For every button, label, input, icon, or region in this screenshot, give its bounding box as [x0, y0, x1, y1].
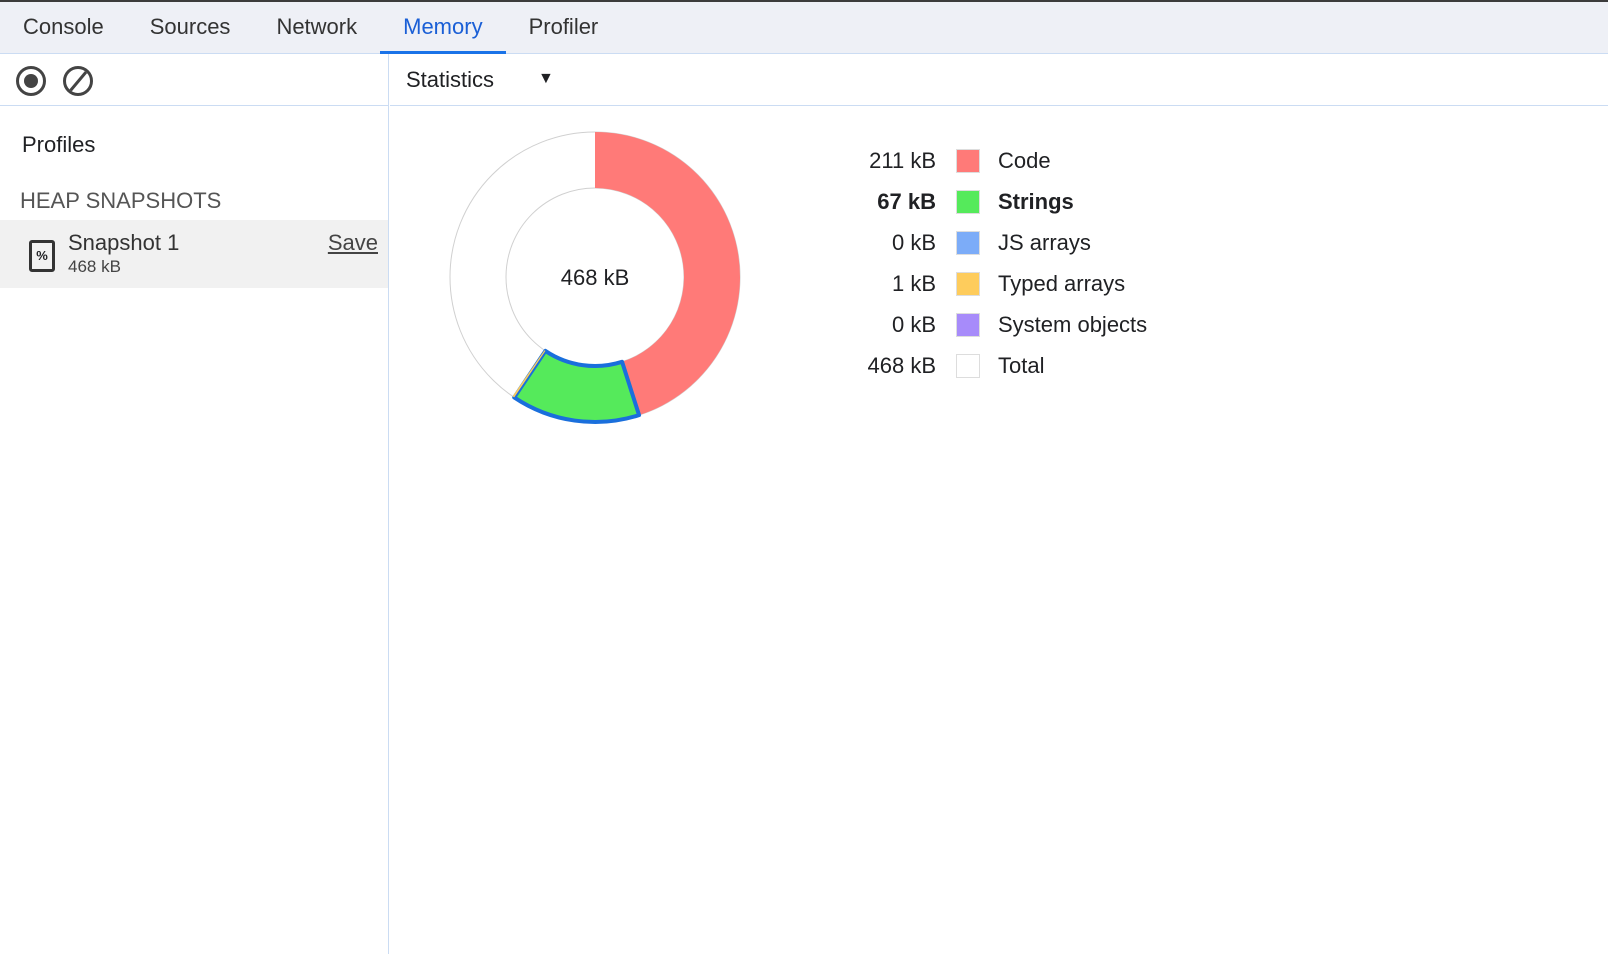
heap-snapshot-file-icon: % — [29, 240, 55, 272]
record-icon[interactable] — [16, 66, 46, 96]
legend-swatch — [956, 353, 980, 378]
devtools-tab-bar: Console Sources Network Memory Profiler — [0, 2, 1608, 54]
donut-slice-code[interactable] — [595, 132, 741, 416]
legend-label: Strings — [998, 188, 1074, 214]
donut-slice-strings[interactable] — [512, 348, 642, 424]
tab-memory[interactable]: Memory — [380, 2, 506, 54]
window-top-border — [0, 0, 1608, 2]
legend-label: Total — [998, 352, 1045, 378]
legend-row-code: 211 kB Code — [840, 140, 1147, 181]
legend-swatch — [956, 189, 980, 214]
legend-swatch — [956, 312, 980, 337]
heap-snapshots-section-title: HEAP SNAPSHOTS — [20, 188, 222, 213]
legend-row-total: 468 kB Total — [840, 345, 1147, 386]
legend-row-system-objects: 0 kB System objects — [840, 304, 1147, 345]
legend-label: JS arrays — [998, 229, 1091, 255]
snapshot-list-item[interactable]: % Snapshot 1 468 kB Save — [0, 220, 388, 288]
profiles-sidebar: Profiles HEAP SNAPSHOTS % Snapshot 1 468… — [0, 54, 389, 954]
legend-value: 67 kB — [877, 188, 936, 214]
save-snapshot-link[interactable]: Save — [327, 230, 378, 255]
legend-swatch — [956, 148, 980, 173]
tab-console[interactable]: Console — [23, 14, 104, 39]
snapshot-size: 468 kB — [68, 257, 121, 276]
legend-value: 1 kB — [891, 270, 936, 296]
legend-value: 0 kB — [891, 311, 936, 337]
tab-profiler[interactable]: Profiler — [528, 14, 599, 39]
legend-swatch — [956, 230, 980, 255]
legend-label: Code — [998, 147, 1051, 173]
donut-total-label: 468 kB — [561, 265, 630, 290]
view-select-value: Statistics — [406, 67, 495, 92]
legend-row-js-arrays: 0 kB JS arrays — [840, 222, 1147, 263]
dropdown-caret-icon: ▼ — [538, 70, 554, 87]
profiles-title: Profiles — [22, 132, 96, 157]
legend-swatch — [956, 271, 980, 296]
legend-value: 468 kB — [867, 352, 937, 378]
snapshot-name: Snapshot 1 — [68, 230, 180, 255]
legend-row-strings: 67 kB Strings — [840, 181, 1147, 222]
statistics-donut-chart: 468 kB — [449, 131, 741, 424]
legend-value: 211 kB — [869, 147, 936, 173]
legend-label: Typed arrays — [998, 270, 1126, 296]
statistics-legend: 211 kB Code 67 kB Strings 0 kB JS arrays 1 kB T… — [840, 140, 1147, 386]
tab-sources[interactable]: Sources — [149, 14, 231, 39]
legend-label: System objects — [998, 311, 1148, 337]
clear-icon[interactable] — [63, 66, 93, 96]
main-toolbar: Statistics ▼ — [390, 54, 1608, 106]
legend-row-typed-arrays: 1 kB Typed arrays — [840, 263, 1147, 304]
legend-value: 0 kB — [891, 229, 936, 255]
view-select[interactable]: Statistics ▼ — [406, 67, 554, 93]
tab-network[interactable]: Network — [276, 14, 358, 39]
sidebar-toolbar — [0, 54, 388, 106]
donut-slice-typed-arrays[interactable] — [512, 350, 546, 398]
